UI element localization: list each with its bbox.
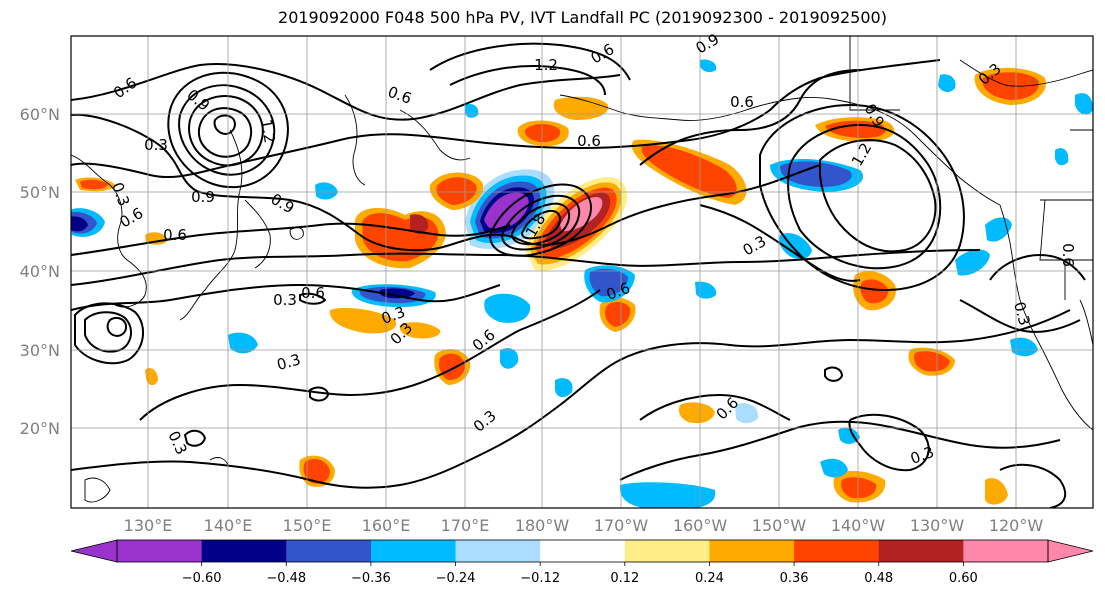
colorbar-swatch <box>709 540 795 562</box>
colorbar-tick-label: 0.12 <box>610 571 639 586</box>
contour-label: 0.6 <box>301 284 325 302</box>
longitude-label: 140°W <box>831 516 886 535</box>
colorbar-ticks: −0.60 −0.48 −0.36 −0.24 −0.12 0.12 0.24 0.36 0.4… <box>182 562 978 586</box>
colorbar-tick-label: 0.60 <box>949 571 978 586</box>
contour-label: 0.3 <box>275 350 303 374</box>
graticule <box>71 36 1093 508</box>
colorbar-swatch <box>878 540 964 562</box>
colorbar-swatch <box>286 540 372 562</box>
colorbar-tick-label: −0.48 <box>266 571 306 586</box>
colorbar-tick-label: −0.60 <box>182 571 222 586</box>
latitude-labels: 60°N 50°N 40°N 30°N 20°N <box>20 105 60 438</box>
longitude-label: 120°W <box>989 516 1044 535</box>
latitude-label: 30°N <box>20 341 60 360</box>
colorbar <box>70 539 1094 563</box>
longitude-label: 150°E <box>283 516 332 535</box>
longitude-label: 170°E <box>441 516 490 535</box>
colorbar-tick-label: −0.12 <box>520 571 560 586</box>
coastlines <box>71 36 1093 503</box>
colorbar-swatch <box>455 540 541 562</box>
colorbar-extend-high <box>1047 539 1094 563</box>
latitude-label: 60°N <box>20 105 60 124</box>
latitude-label: 40°N <box>20 262 60 281</box>
pv-contours <box>71 42 1086 508</box>
colorbar-tick-label: 0.24 <box>695 571 724 586</box>
contour-label: 0.9 <box>191 188 215 206</box>
colorbar-extend-low <box>70 539 118 563</box>
contour-label: 0.6 <box>730 93 754 111</box>
map-title: 2019092000 F048 500 hPa PV, IVT Landfall… <box>278 8 887 27</box>
map-border <box>70 35 1094 509</box>
longitude-label: 180°W <box>515 516 570 535</box>
contour-label: 0.3 <box>273 291 297 309</box>
contour-label: 0.6 <box>577 132 601 150</box>
colorbar-swatch <box>624 540 710 562</box>
longitude-label: 130°E <box>124 516 173 535</box>
colorbar-swatch <box>963 540 1049 562</box>
longitude-labels: 130°E 140°E 150°E 160°E 170°E 180°W 170°W 160°W… <box>124 516 1044 535</box>
colorbar-swatch <box>794 540 880 562</box>
contour-label: 0.3 <box>1010 300 1034 328</box>
contour-label: 0.6 <box>1059 243 1077 267</box>
colorbar-tick-label: 0.36 <box>780 571 809 586</box>
colorbar-tick-label: 0.48 <box>864 571 893 586</box>
latitude-label: 20°N <box>20 419 60 438</box>
colorbar-border <box>116 539 1049 563</box>
longitude-label: 150°W <box>752 516 807 535</box>
colorbar-tick-label: −0.36 <box>351 571 391 586</box>
colorbar-swatch <box>370 540 457 562</box>
colorbar-tick-label: −0.24 <box>436 571 476 586</box>
contour-label: 1.2 <box>257 118 279 145</box>
colorbar-swatch <box>540 540 626 562</box>
longitude-label: 140°E <box>204 516 253 535</box>
colorbar-swatch <box>201 540 287 562</box>
colorbar-swatch <box>117 540 203 562</box>
longitude-label: 160°W <box>673 516 728 535</box>
longitude-label: 170°W <box>594 516 649 535</box>
contour-label: 0.6 <box>163 226 187 244</box>
contour-label: 1.2 <box>534 56 558 74</box>
contour-label: 0.3 <box>144 136 168 154</box>
latitude-label: 50°N <box>20 183 60 202</box>
longitude-label: 130°W <box>910 516 965 535</box>
map-plot-area <box>71 36 1093 508</box>
longitude-label: 160°E <box>362 516 411 535</box>
